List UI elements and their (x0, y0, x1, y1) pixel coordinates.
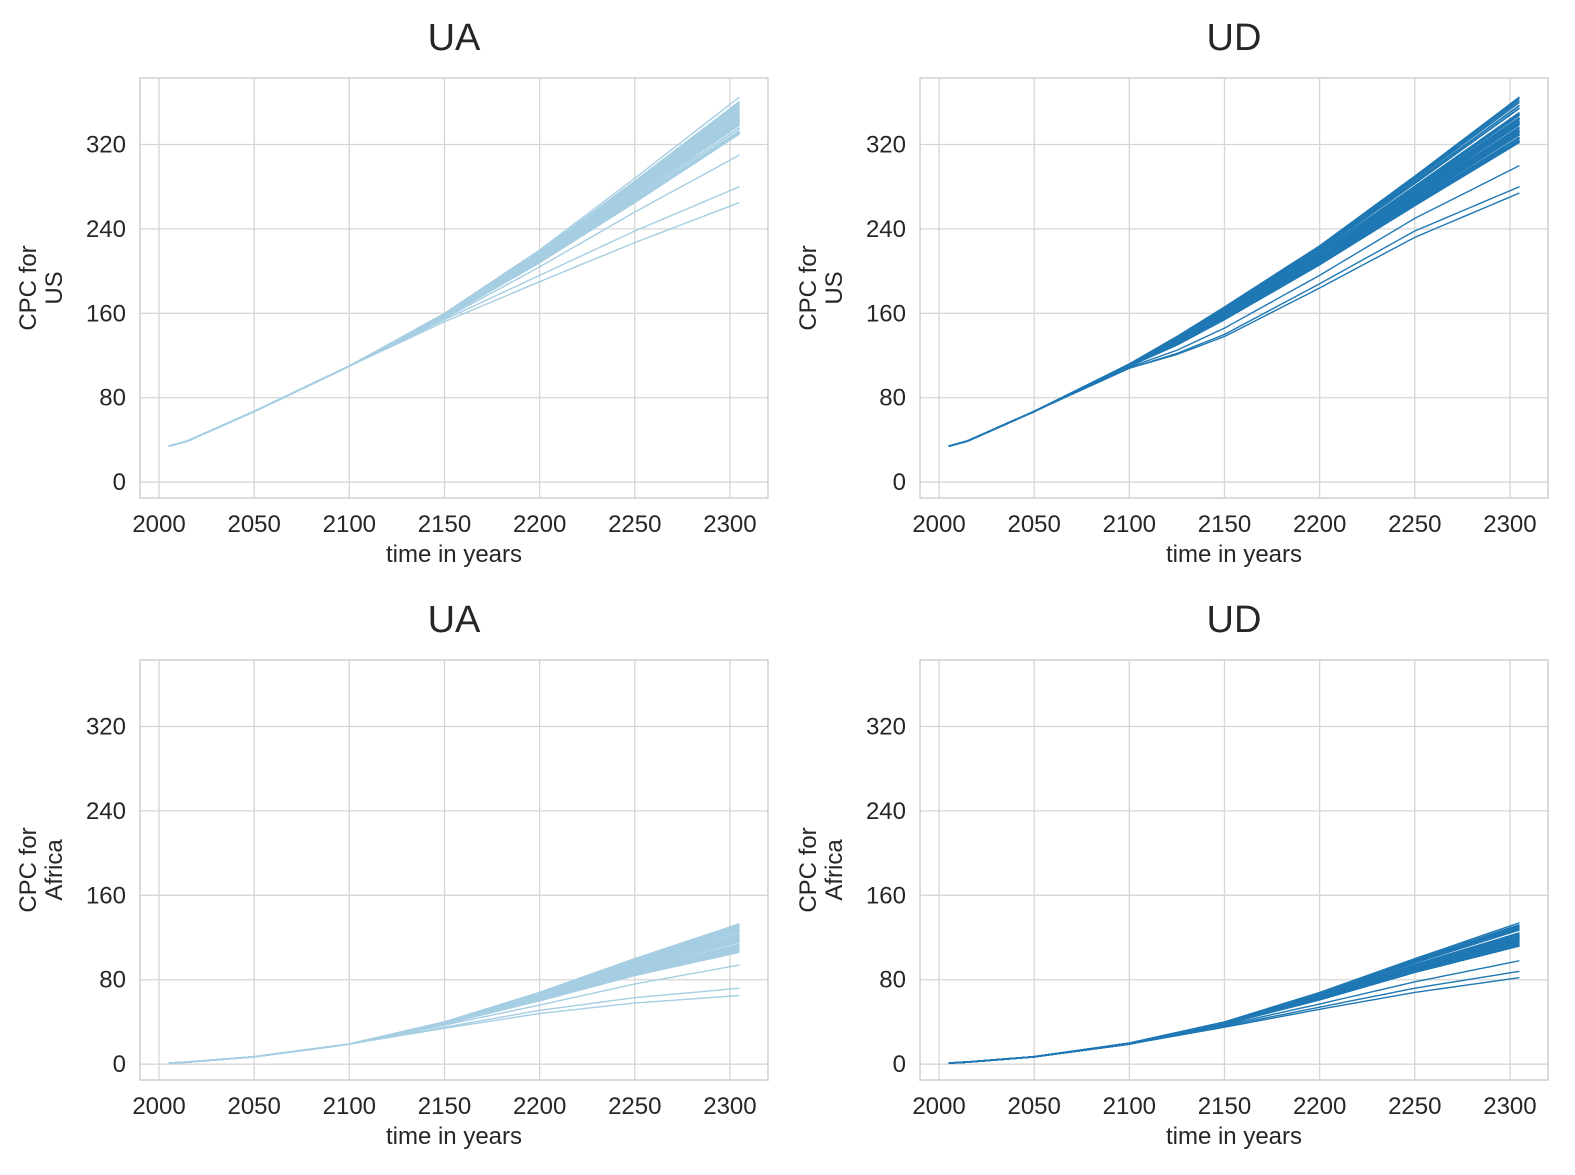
series-group (948, 96, 1520, 448)
panel-title: UD (1207, 17, 1262, 59)
x-tick-label: 2300 (1483, 1093, 1536, 1120)
plot-frame (919, 659, 1549, 1081)
x-tick-label: 2000 (912, 1093, 965, 1120)
x-tick-label: 2100 (323, 1093, 376, 1120)
x-tick-label: 2200 (1293, 1093, 1346, 1120)
y-tick-label: 160 (86, 300, 126, 327)
y-axis-label-line: CPC for (795, 245, 822, 330)
x-tick-label: 2100 (1103, 1093, 1156, 1120)
x-tick-label: 2000 (912, 511, 965, 538)
y-axis-label-line: Africa (41, 839, 68, 901)
y-axis-label: CPC for Africa (15, 827, 68, 912)
panel-3: 2000 2050 2100 2150 2200 2250 2300 0 80 160 240 320… (15, 599, 769, 1150)
x-tick-label: 2150 (418, 511, 471, 538)
panel-2: 2000 2050 2100 2150 2200 2250 2300 0 80 160 240 320… (795, 17, 1549, 568)
x-tick-label: 2100 (1103, 511, 1156, 538)
panel-title: UA (428, 599, 481, 641)
y-axis-label: CPC for US (15, 245, 68, 330)
x-tick-label: 2200 (1293, 511, 1346, 538)
x-axis-label: time in years (1166, 541, 1302, 568)
y-tick-label: 0 (893, 1051, 906, 1078)
panel-title: UA (428, 17, 481, 59)
y-axis-label-line: CPC for (15, 827, 42, 912)
x-tick-label: 2250 (608, 511, 661, 538)
y-tick-label: 240 (866, 216, 906, 243)
x-tick-label: 2250 (1388, 511, 1441, 538)
x-tick-label: 2300 (1483, 511, 1536, 538)
plot-frame (139, 77, 769, 499)
x-tick-label: 2150 (1198, 511, 1251, 538)
plot-frame (139, 659, 769, 1081)
y-tick-label: 160 (866, 300, 906, 327)
panel-1: 2000 2050 2100 2150 2200 2250 2300 0 80 160 240 320… (15, 17, 769, 568)
y-axis-label-line: US (41, 271, 68, 304)
y-axis-label-line: US (821, 271, 848, 304)
x-tick-label: 2150 (1198, 1093, 1251, 1120)
y-axis-label: CPC for Africa (795, 827, 848, 912)
x-tick-label: 2150 (418, 1093, 471, 1120)
y-axis-label-line: CPC for (795, 827, 822, 912)
y-tick-label: 240 (86, 798, 126, 825)
y-tick-label: 160 (86, 882, 126, 909)
x-tick-label: 2050 (227, 511, 280, 538)
series-group (168, 923, 740, 1064)
series-line-6 (948, 976, 1520, 1064)
series-line-6 (168, 201, 740, 447)
y-tick-label: 0 (113, 1051, 126, 1078)
y-axis-label-line: Africa (821, 839, 848, 901)
y-tick-label: 80 (879, 967, 906, 994)
y-axis-label-line: CPC for (15, 245, 42, 330)
x-axis-label: time in years (386, 541, 522, 568)
y-tick-label: 320 (86, 713, 126, 740)
y-tick-label: 80 (99, 385, 126, 412)
y-tick-label: 80 (99, 967, 126, 994)
x-tick-label: 2050 (1007, 1093, 1060, 1120)
x-axis-label: time in years (386, 1123, 522, 1150)
series-line-6 (168, 994, 740, 1064)
x-tick-label: 2000 (132, 1093, 185, 1120)
y-tick-label: 240 (86, 216, 126, 243)
x-tick-label: 2300 (703, 1093, 756, 1120)
x-tick-label: 2050 (1007, 511, 1060, 538)
series-group (168, 96, 740, 448)
y-tick-label: 160 (866, 882, 906, 909)
series-line-6 (948, 192, 1520, 447)
x-tick-label: 2200 (513, 511, 566, 538)
x-tick-label: 2200 (513, 1093, 566, 1120)
series-group (948, 922, 1520, 1064)
panel-4: 2000 2050 2100 2150 2200 2250 2300 0 80 160 240 320… (795, 599, 1549, 1150)
x-tick-label: 2300 (703, 511, 756, 538)
x-tick-label: 2250 (1388, 1093, 1441, 1120)
panel-title: UD (1207, 599, 1262, 641)
y-tick-label: 0 (893, 469, 906, 496)
y-tick-label: 240 (866, 798, 906, 825)
y-tick-label: 0 (113, 469, 126, 496)
y-axis-label: CPC for US (795, 245, 848, 330)
plot-frame (919, 77, 1549, 499)
x-tick-label: 2000 (132, 511, 185, 538)
x-tick-label: 2250 (608, 1093, 661, 1120)
y-tick-label: 320 (86, 131, 126, 158)
y-tick-label: 320 (866, 131, 906, 158)
x-axis-label: time in years (1166, 1123, 1302, 1150)
x-tick-label: 2100 (323, 511, 376, 538)
x-tick-label: 2050 (227, 1093, 280, 1120)
y-tick-label: 320 (866, 713, 906, 740)
y-tick-label: 80 (879, 385, 906, 412)
